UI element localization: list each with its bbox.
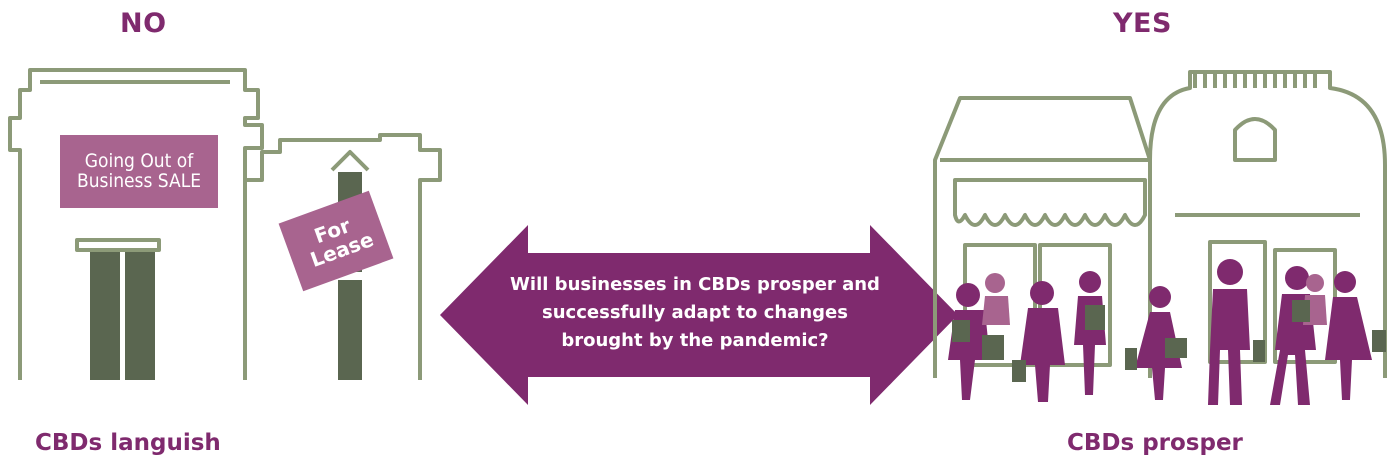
bag-3 xyxy=(1012,360,1026,382)
bag-5 xyxy=(1125,348,1137,370)
prosper-caption: CBDs prosper xyxy=(1067,430,1243,456)
arched-window xyxy=(1233,117,1277,162)
sale-sign-text: Going Out of Business SALE xyxy=(76,149,202,192)
no-heading: NO xyxy=(120,8,167,39)
left-door-2 xyxy=(125,252,155,380)
shopping-bags xyxy=(952,300,1386,382)
awning-scallops xyxy=(953,178,1147,227)
double-arrow xyxy=(440,225,958,405)
shopper-3 xyxy=(1020,281,1065,402)
shopper-5 xyxy=(1135,286,1182,400)
yes-heading: YES xyxy=(1113,8,1172,39)
bag-7 xyxy=(1253,340,1265,362)
tall-building-outline xyxy=(8,68,264,380)
shopper-4 xyxy=(1074,271,1106,395)
bag-8 xyxy=(1292,300,1310,322)
bag-1 xyxy=(952,320,970,342)
bag-2 xyxy=(982,335,1004,360)
shopper-6 xyxy=(1208,259,1250,405)
balustrade xyxy=(1193,72,1317,88)
shopper-2 xyxy=(982,273,1010,325)
bag-6 xyxy=(1165,338,1187,358)
left-door-1 xyxy=(90,252,120,380)
shoppers xyxy=(948,259,1372,405)
central-question: Will businesses in CBDs prosper and succ… xyxy=(510,274,880,351)
going-out-of-business-sign: Going Out of Business SALE xyxy=(60,135,218,208)
left-shop-door xyxy=(1038,243,1112,367)
right-shop-outline xyxy=(1148,70,1387,378)
closed-storefronts xyxy=(8,68,442,380)
shopper-9 xyxy=(1325,271,1372,400)
small-building-outline xyxy=(243,133,442,380)
door-canopy xyxy=(75,238,161,252)
bag-4 xyxy=(1085,305,1105,330)
languish-caption: CBDs languish xyxy=(35,430,221,456)
lease-sign-text: For Lease xyxy=(307,213,377,272)
small-building-door xyxy=(338,280,362,380)
roof-peak xyxy=(330,150,370,172)
bag-9 xyxy=(1372,330,1386,352)
